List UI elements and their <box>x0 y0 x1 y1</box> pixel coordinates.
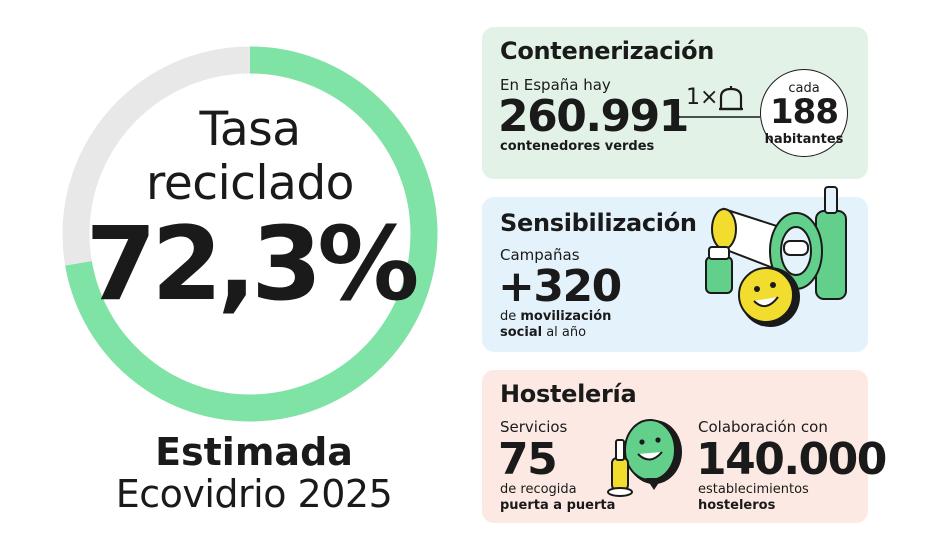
connector-line <box>672 113 760 121</box>
donut-value: 72,3% <box>85 205 420 324</box>
estimate-source: Ecovidrio 2025 <box>115 472 393 516</box>
circle-value: 188 <box>770 92 839 132</box>
services-caption: de recogida <box>500 482 577 497</box>
establishments-caption: establecimientos <box>698 482 809 497</box>
card-title: Hostelería <box>500 380 637 408</box>
circle-bottom-text: habitantes <box>764 132 844 147</box>
ratio-prefix: 1× <box>686 85 719 110</box>
services-value: 75 <box>498 434 558 485</box>
containers-value: 260.991 <box>498 91 689 142</box>
establishments-caption-bold: hosteleros <box>698 498 776 513</box>
intro-text: En España hay <box>500 76 611 94</box>
card-title: Sensibilización <box>500 209 697 237</box>
establishments-value: 140.000 <box>696 434 887 485</box>
services-intro: Servicios <box>500 418 568 436</box>
container-icon <box>719 86 743 111</box>
intro-text: Campañas <box>500 246 580 264</box>
card-contenerizacion: Contenerización En España hay 260.991 co… <box>482 27 868 179</box>
campaigns-caption-line2: social al año <box>500 325 587 340</box>
donut-slice-recycled <box>65 46 438 422</box>
card-title: Contenerización <box>500 37 715 65</box>
donut-title-line1: Tasa <box>199 102 301 157</box>
donut-title-line2: reciclado <box>146 156 354 211</box>
containers-caption: contenedores verdes <box>500 139 655 154</box>
services-caption-bold: puerta a puerta <box>500 498 616 513</box>
recycling-rate-donut <box>62 46 438 422</box>
estimate-label: Estimada <box>155 430 353 474</box>
campaigns-value: +320 <box>498 261 622 312</box>
circle-top-text: cada <box>788 81 820 96</box>
bottle-and-smiley-icon <box>607 419 682 497</box>
ratio-circle: cada 188 habitantes <box>760 69 848 157</box>
card-sensibilizacion: Sensibilización Campañas +320 de moviliz… <box>482 186 868 352</box>
megaphone-and-bottles-icon <box>705 186 847 327</box>
collaboration-intro: Colaboración con <box>698 418 828 436</box>
campaigns-caption-line1: de movilización <box>500 309 612 324</box>
card-hosteleria: Hostelería Servicios 75 de recogida puer… <box>482 370 887 523</box>
